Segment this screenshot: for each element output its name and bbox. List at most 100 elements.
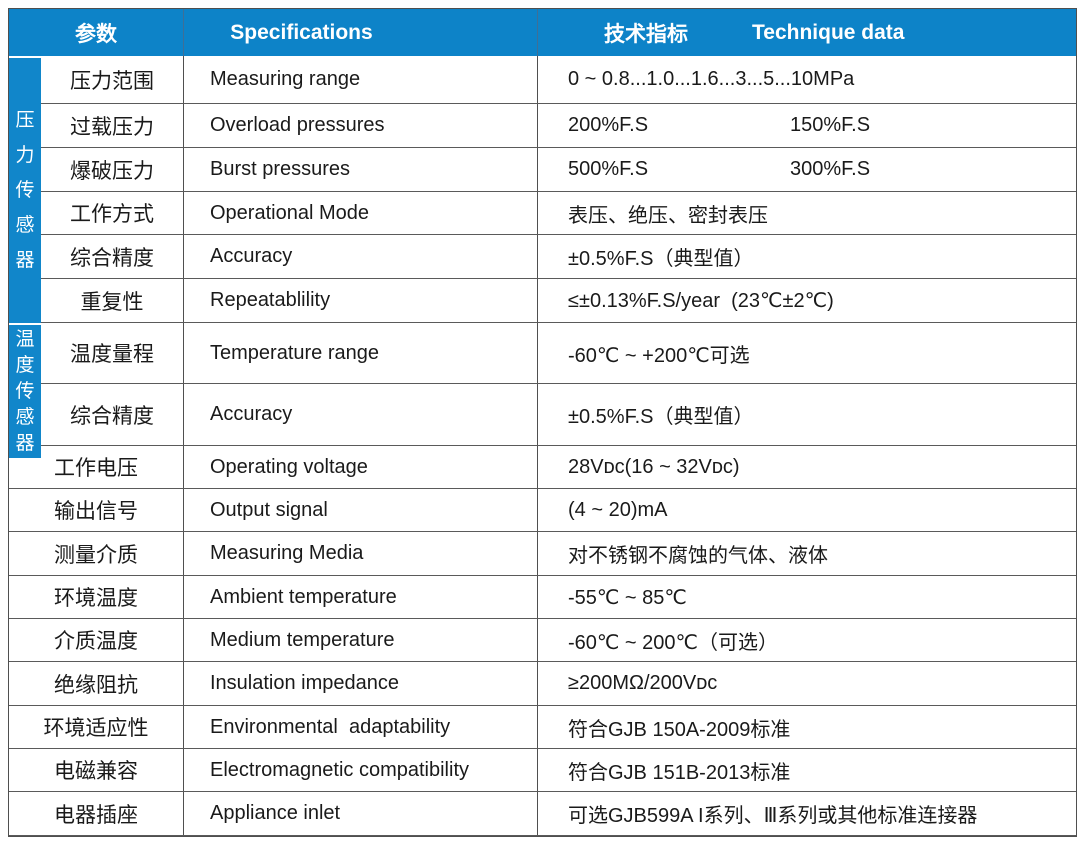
technique-data-cell: ≥200MΩ/200Vᴅᴄ bbox=[538, 662, 1076, 705]
value-primary: (4 ~ 20)mA bbox=[568, 498, 668, 521]
value-primary: 28Vᴅᴄ(16 ~ 32Vᴅᴄ) bbox=[568, 455, 740, 478]
value-primary: 表压、绝压、密封表压 bbox=[568, 204, 768, 227]
param-cn-cell: 过载压力 bbox=[9, 104, 184, 147]
group-label-char: 力 bbox=[15, 145, 35, 166]
param-cn-cell: 综合精度 bbox=[9, 235, 184, 278]
table-row: 电器插座 Appliance inlet 可选GJB599A I系列、Ⅲ系列或其他标… bbox=[9, 792, 1076, 836]
group-label-char: 器 bbox=[15, 432, 35, 454]
table-row: 介质温度 Medium temperature -60℃ ~ 200℃（可选） bbox=[9, 619, 1076, 662]
value-primary: -55℃ ~ 85℃ bbox=[568, 586, 687, 609]
spec-en-cell: Ambient temperature bbox=[184, 576, 538, 618]
spec-en-cell: Environmental adaptability bbox=[184, 706, 538, 748]
spec-en-cell: Accuracy bbox=[184, 235, 538, 278]
technique-data-cell: -55℃ ~ 85℃ bbox=[538, 576, 1076, 618]
param-cn-cell: 测量介质 bbox=[9, 532, 184, 575]
header-cell-technique-data: 技术指标 Technique data bbox=[538, 9, 1076, 56]
group-label-char: 传 bbox=[15, 180, 35, 201]
param-cn-cell: 电磁兼容 bbox=[9, 749, 184, 791]
group-label-char: 温 bbox=[15, 328, 35, 350]
value-primary: 500%F.S bbox=[568, 158, 649, 180]
spec-en-cell: Electromagnetic compatibility bbox=[184, 749, 538, 791]
technique-data-cell: 可选GJB599A I系列、Ⅲ系列或其他标准连接器 bbox=[538, 792, 1076, 835]
spec-en-cell: Measuring range bbox=[184, 56, 538, 103]
param-cn-cell: 电器插座 bbox=[9, 792, 184, 835]
header-technique-cn-label: 技术指标 bbox=[604, 22, 688, 46]
technique-data-cell: 28Vᴅᴄ(16 ~ 32Vᴅᴄ) bbox=[538, 446, 1076, 488]
spec-en-cell: Medium temperature bbox=[184, 619, 538, 661]
param-cn-cell: 环境温度 bbox=[9, 576, 184, 618]
spec-en-cell: Overload pressures bbox=[184, 104, 538, 147]
table-row: 环境适应性 Environmental adaptability 符合GJB 150… bbox=[9, 706, 1076, 749]
technique-data-cell: ±0.5%F.S（典型值） bbox=[538, 235, 1076, 278]
param-cn-cell: 工作电压 bbox=[9, 446, 184, 488]
value-primary: 200%F.S bbox=[568, 114, 649, 136]
param-cn-cell: 介质温度 bbox=[9, 619, 184, 661]
value-primary: 对不锈钢不腐蚀的气体、液体 bbox=[568, 545, 828, 567]
group-label-char: 传 bbox=[15, 380, 35, 402]
table-row: 综合精度 Accuracy ±0.5%F.S（典型值） bbox=[9, 384, 1076, 446]
spec-en-cell: Accuracy bbox=[184, 384, 538, 445]
value-primary: 符合GJB 151B-2013标准 bbox=[568, 761, 791, 784]
table-body: 压力范围 Measuring range 0 ~ 0.8...1.0...1.6..… bbox=[9, 56, 1076, 836]
technique-data-cell: 200%F.S 150%F.S bbox=[538, 104, 1076, 147]
table-row: 温度量程 Temperature range -60℃ ~ +200℃可选 bbox=[9, 323, 1076, 384]
table-row: 电磁兼容 Electromagnetic compatibility 符合GJB 1… bbox=[9, 749, 1076, 792]
spec-en-cell: Output signal bbox=[184, 489, 538, 531]
group-label-char: 器 bbox=[15, 250, 35, 271]
table-row: 工作方式 Operational Mode 表压、绝压、密封表压 bbox=[9, 192, 1076, 235]
group-label-char: 度 bbox=[15, 354, 35, 376]
table-row: 压力范围 Measuring range 0 ~ 0.8...1.0...1.6..… bbox=[9, 56, 1076, 104]
spec-en-cell: Burst pressures bbox=[184, 148, 538, 191]
technique-data-cell: 符合GJB 150A-2009标准 bbox=[538, 706, 1076, 748]
table-row: 绝缘阻抗 Insulation impedance ≥200MΩ/200Vᴅᴄ bbox=[9, 662, 1076, 706]
table-row: 环境温度 Ambient temperature -55℃ ~ 85℃ bbox=[9, 576, 1076, 619]
header-technique-en-label: Technique data bbox=[752, 20, 905, 44]
param-cn-cell: 爆破压力 bbox=[9, 148, 184, 191]
table-row: 综合精度 Accuracy ±0.5%F.S（典型值） bbox=[9, 235, 1076, 279]
technique-data-cell: ≤±0.13%F.S/year (23℃±2℃) bbox=[538, 279, 1076, 322]
technique-data-cell: 符合GJB 151B-2013标准 bbox=[538, 749, 1076, 791]
param-cn-cell: 环境适应性 bbox=[9, 706, 184, 748]
value-primary: ±0.5%F.S（典型值） bbox=[568, 248, 754, 270]
table-row: 工作电压 Operating voltage 28Vᴅᴄ(16 ~ 32Vᴅᴄ) bbox=[9, 446, 1076, 489]
spec-en-cell: Temperature range bbox=[184, 323, 538, 383]
spec-en-cell: Operating voltage bbox=[184, 446, 538, 488]
technique-data-cell: 表压、绝压、密封表压 bbox=[538, 192, 1076, 234]
value-secondary: 300%F.S bbox=[790, 158, 871, 180]
spec-en-cell: Repeatablility bbox=[184, 279, 538, 322]
table-row: 过载压力 Overload pressures 200%F.S 150%F.S bbox=[9, 104, 1076, 148]
value-primary: 符合GJB 150A-2009标准 bbox=[568, 718, 791, 741]
table-header-row: 参数 Specifications 技术指标 Technique data bbox=[9, 9, 1076, 56]
group-label-char: 压 bbox=[15, 110, 35, 131]
spec-en-cell: Measuring Media bbox=[184, 532, 538, 575]
table-row: 输出信号 Output signal (4 ~ 20)mA bbox=[9, 489, 1076, 532]
table-row: 爆破压力 Burst pressures 500%F.S 300%F.S bbox=[9, 148, 1076, 192]
value-primary: -60℃ ~ +200℃可选 bbox=[568, 344, 750, 367]
param-cn-cell: 综合精度 bbox=[9, 384, 184, 445]
param-cn-cell: 工作方式 bbox=[9, 192, 184, 234]
header-cell-specifications: Specifications bbox=[184, 9, 538, 56]
technique-data-cell: -60℃ ~ +200℃可选 bbox=[538, 323, 1076, 383]
group-label-char: 感 bbox=[15, 215, 35, 236]
param-cn-cell: 输出信号 bbox=[9, 489, 184, 531]
technique-data-cell: ±0.5%F.S（典型值） bbox=[538, 384, 1076, 445]
spec-table: 参数 Specifications 技术指标 Technique data 压力… bbox=[8, 8, 1077, 837]
spec-en-cell: Insulation impedance bbox=[184, 662, 538, 705]
value-secondary: 150%F.S bbox=[790, 114, 871, 136]
value-primary: 可选GJB599A I系列、Ⅲ系列或其他标准连接器 bbox=[568, 805, 978, 827]
value-primary: ±0.5%F.S（典型值） bbox=[568, 406, 754, 428]
value-primary: -60℃ ~ 200℃（可选） bbox=[568, 631, 778, 654]
param-cn-cell: 压力范围 bbox=[9, 56, 184, 103]
param-cn-cell: 温度量程 bbox=[9, 323, 184, 383]
value-primary: ≤±0.13%F.S/year (23℃±2℃) bbox=[568, 290, 834, 312]
group-label-temperature-sensor: 温度传感器 bbox=[9, 325, 41, 458]
technique-data-cell: 对不锈钢不腐蚀的气体、液体 bbox=[538, 532, 1076, 575]
technique-data-cell: 0 ~ 0.8...1.0...1.6...3...5...10MPa bbox=[538, 56, 1076, 103]
group-label-pressure-sensor: 压力传感器 bbox=[9, 58, 41, 323]
param-cn-cell: 绝缘阻抗 bbox=[9, 662, 184, 705]
header-cell-param: 参数 bbox=[9, 9, 184, 56]
spec-en-cell: Operational Mode bbox=[184, 192, 538, 234]
spec-en-cell: Appliance inlet bbox=[184, 792, 538, 835]
value-primary: ≥200MΩ/200Vᴅᴄ bbox=[568, 672, 718, 694]
